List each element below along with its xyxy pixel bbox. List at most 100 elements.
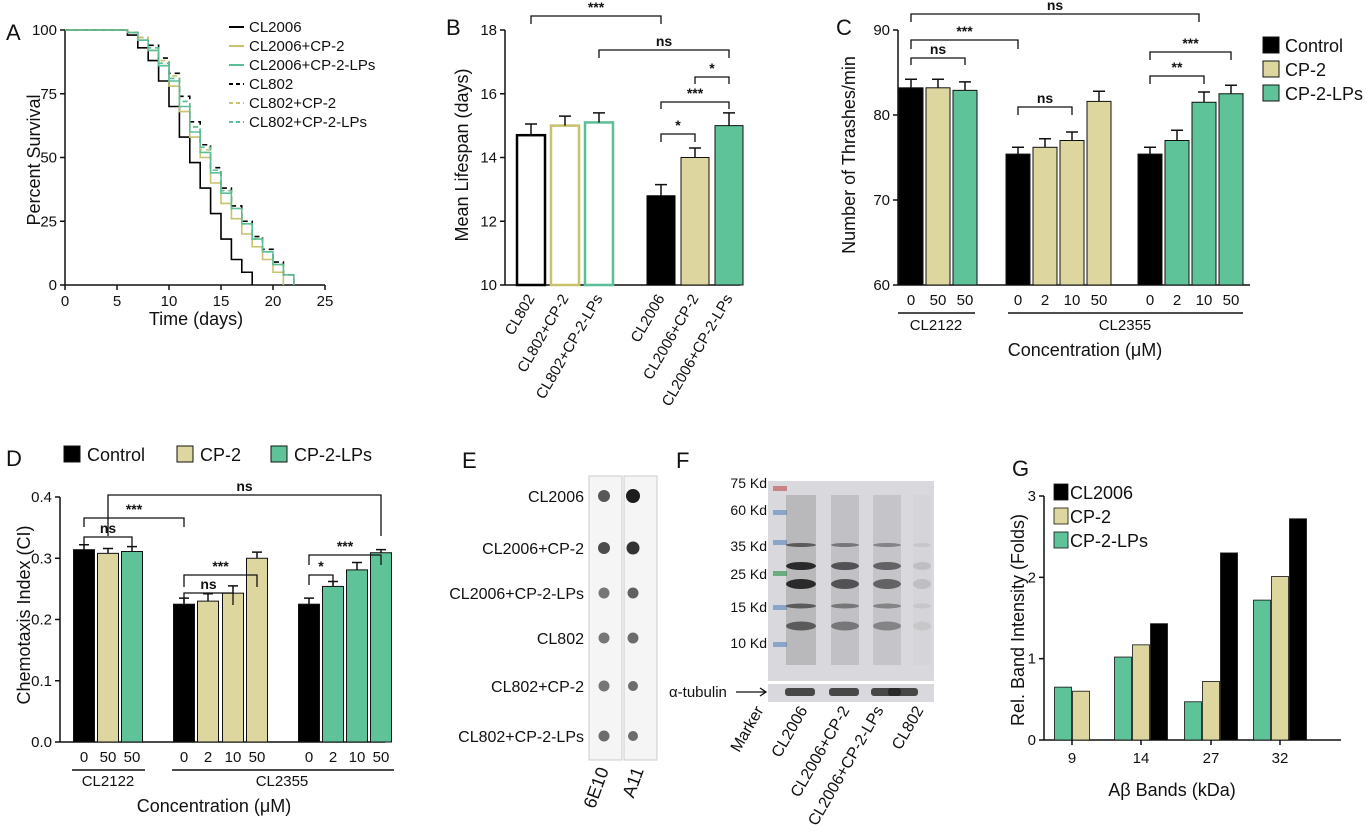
panel-d-bar-1 bbox=[97, 552, 119, 743]
panel-d-sig-bracket-5 bbox=[308, 554, 382, 565]
blot-band-1-2 bbox=[831, 579, 859, 589]
blot-lane-label-4: CL802 bbox=[889, 703, 927, 752]
panel-g-bar-1-0 bbox=[1072, 690, 1090, 741]
panel-d-ytick-label: 0.4 bbox=[31, 489, 52, 506]
panel-b-ylabel: Mean Lifespan (days) bbox=[452, 68, 472, 241]
panel-letter-g: G bbox=[1012, 456, 1029, 481]
panel-d-legend-label-2: CP-2-LPs bbox=[294, 445, 372, 465]
dot-blot-row-label-2: CL2006+CP-2-LPs bbox=[449, 586, 584, 603]
tubulin-band-0 bbox=[785, 688, 815, 696]
panel-letter-b: B bbox=[446, 15, 461, 40]
panel-g-bar-1-3 bbox=[1271, 576, 1289, 741]
panel-g-ytick-label: 1 bbox=[1028, 651, 1036, 668]
panel-letter-d: D bbox=[6, 446, 22, 471]
panel-a-ytick-label: 75 bbox=[40, 86, 57, 103]
panel-c-legend-swatch-2 bbox=[1262, 84, 1280, 102]
panel-d-xtick-label-8: 2 bbox=[329, 749, 337, 766]
panel-b-ytick-label: 12 bbox=[480, 213, 497, 230]
panel-c-errorbar-6 bbox=[1093, 90, 1105, 102]
panel-c-bar-7 bbox=[1137, 153, 1163, 286]
panel-g-legend-label-1: CP-2 bbox=[1070, 507, 1111, 527]
tubulin-arrow bbox=[736, 687, 768, 697]
panel-c-sig-bracket-2 bbox=[910, 13, 1200, 22]
panel-b-sig-bracket-1-label: ns bbox=[656, 33, 673, 49]
panel-a-xtick-label: 15 bbox=[213, 293, 230, 310]
panel-d-ytick-label: 0.1 bbox=[31, 673, 52, 690]
tubulin-band-3 bbox=[888, 688, 918, 696]
panel-c-sig-bracket-2-label: ns bbox=[1047, 0, 1064, 13]
dot-blot-spot-6e10-5 bbox=[598, 730, 610, 742]
panel-a-ytick-label: 100 bbox=[32, 22, 57, 39]
panel-g-xtick-label-3: 32 bbox=[1272, 750, 1289, 767]
blot-band-0-3 bbox=[786, 621, 816, 631]
panel-letter-a: A bbox=[6, 20, 21, 45]
panel-g-legend-swatch-1 bbox=[1053, 507, 1069, 525]
panel-d-sig-bracket-3 bbox=[183, 574, 258, 587]
panel-d-xtick-label-1: 50 bbox=[100, 749, 117, 766]
panel-d-ytick-label: 0.0 bbox=[31, 734, 52, 751]
blot-marker-label-2: 35 Kd bbox=[730, 538, 767, 554]
panel-a-legend-label-4: CL802+CP-2 bbox=[249, 95, 336, 112]
panel-d-xtick-label-4: 2 bbox=[204, 749, 212, 766]
panel-c-sig-bracket-4 bbox=[1149, 51, 1232, 60]
panel-c-bar-8 bbox=[1164, 140, 1190, 286]
panel-a-series-line-3 bbox=[65, 29, 295, 285]
blot-band-2-2 bbox=[873, 579, 901, 589]
panel-b-sig-bracket-1 bbox=[598, 49, 730, 58]
panel-d-bar-7 bbox=[298, 603, 320, 743]
dot-blot-spot-a11-3 bbox=[627, 632, 639, 644]
panel-c-errorbar-1 bbox=[932, 78, 944, 88]
dot-blot-spot-a11-4 bbox=[628, 681, 638, 691]
panel-d-group-label-0: CL2122 bbox=[82, 773, 135, 790]
panel-c-ytick-label: 60 bbox=[873, 277, 890, 294]
panel-d-xtick-label-3: 0 bbox=[180, 749, 188, 766]
panel-c-legend-label-0: Control bbox=[1285, 36, 1343, 56]
blot-band-2-3 bbox=[873, 621, 901, 631]
panel-d-legend-label-0: Control bbox=[87, 445, 145, 465]
panel-c-errorbar-9 bbox=[1198, 91, 1210, 103]
panel-c-xtick-label-8: 2 bbox=[1173, 292, 1181, 309]
panel-e-dot-blot: CL2006 CL2006+CP-2 CL2006+CP-2-LPs CL802 CL8… bbox=[449, 475, 658, 811]
blot-ladder-band-3 bbox=[773, 571, 787, 576]
panel-d-xtick-label-2: 50 bbox=[124, 749, 141, 766]
panel-g-bar-0-2 bbox=[1184, 701, 1202, 741]
panel-c-bar-9 bbox=[1191, 101, 1217, 286]
panel-g-ytick-label: 2 bbox=[1028, 569, 1036, 586]
dot-blot-spot-a11-5 bbox=[628, 731, 638, 741]
blot-band-2-4 bbox=[873, 603, 901, 609]
panel-d-bar-5 bbox=[222, 592, 244, 743]
blot-band-2-1 bbox=[873, 562, 901, 570]
panel-b-xtick-label-0: CL802 bbox=[502, 292, 539, 339]
panel-a-legend-label-5: CL802+CP-2-LPs bbox=[249, 114, 367, 131]
panel-b-sig-bracket-4-label: * bbox=[675, 117, 681, 133]
dot-blot-row-label-1: CL2006+CP-2 bbox=[482, 541, 584, 558]
panel-d-sig-bracket-2 bbox=[107, 494, 382, 536]
panel-c-errorbar-4 bbox=[1039, 138, 1051, 148]
panel-d-xtick-label-7: 0 bbox=[305, 749, 313, 766]
panel-b-bar-4 bbox=[680, 157, 710, 286]
panel-d-bar-9 bbox=[346, 569, 368, 743]
panel-c-errorbar-0 bbox=[905, 78, 917, 88]
panel-b-errorbar-5 bbox=[723, 112, 735, 126]
panel-b-sig-bracket-0-label: *** bbox=[588, 0, 605, 15]
blot-ladder-band-0 bbox=[773, 486, 787, 491]
panel-d-errorbar-9 bbox=[352, 561, 362, 570]
panel-d-legend-label-1: CP-2 bbox=[200, 445, 241, 465]
panel-c-ytick-label: 80 bbox=[873, 107, 890, 124]
panel-c-sig-bracket-3-label: ns bbox=[1037, 90, 1054, 106]
blot-band-1-4 bbox=[831, 603, 859, 609]
panel-d-errorbar-10 bbox=[376, 548, 386, 553]
tubulin-label: α-tubulin bbox=[669, 684, 727, 701]
panel-c-ylabel: Number of Thrashes/min bbox=[839, 56, 859, 254]
panel-c-errorbar-10 bbox=[1225, 84, 1237, 94]
panel-b-sig-bracket-3 bbox=[660, 101, 730, 109]
panel-b-sig-bracket-2-label: * bbox=[709, 60, 715, 76]
panel-c-bar-2 bbox=[952, 89, 978, 286]
panel-b-bar-2 bbox=[583, 121, 615, 287]
panel-d-errorbar-5 bbox=[228, 585, 238, 594]
panel-g-bar-2-1 bbox=[1150, 623, 1168, 741]
panel-c-xtick-label-7: 0 bbox=[1146, 292, 1154, 309]
blot-band-1-3 bbox=[831, 621, 859, 631]
panel-d-sig-bracket-6 bbox=[308, 574, 334, 585]
